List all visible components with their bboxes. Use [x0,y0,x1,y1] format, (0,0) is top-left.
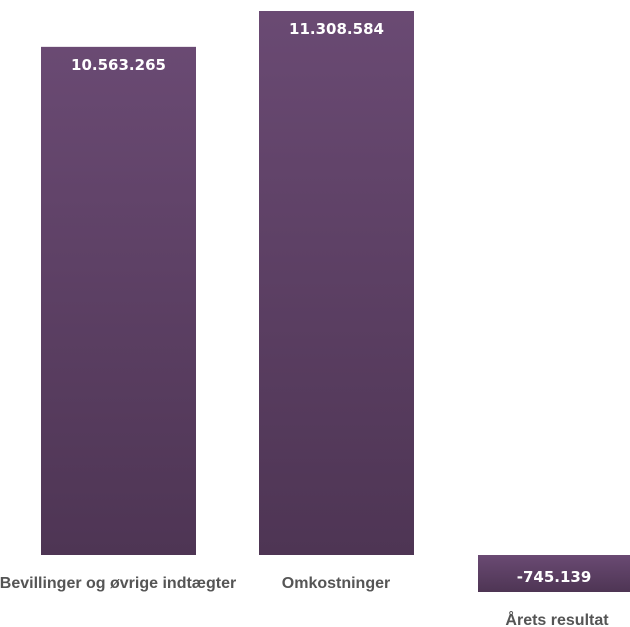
category-label-3: Årets resultat [505,610,609,627]
bar-2 [259,11,414,555]
bar-3 [478,555,630,592]
data-label-2: 11.308.584 [289,20,384,38]
category-label-1: Bevillinger og øvrige indtægter [0,575,236,592]
bar-1 [41,46,196,555]
data-label-1: 10.563.265 [71,56,166,74]
data-labels-group: 10.563.265 11.308.584 -745.139 [71,20,591,586]
category-labels-group: Bevillinger og øvrige indtægter Omkostnin… [0,575,609,627]
data-label-3: -745.139 [517,568,592,586]
category-label-2: Omkostninger [282,575,390,592]
bars-group [41,11,630,592]
